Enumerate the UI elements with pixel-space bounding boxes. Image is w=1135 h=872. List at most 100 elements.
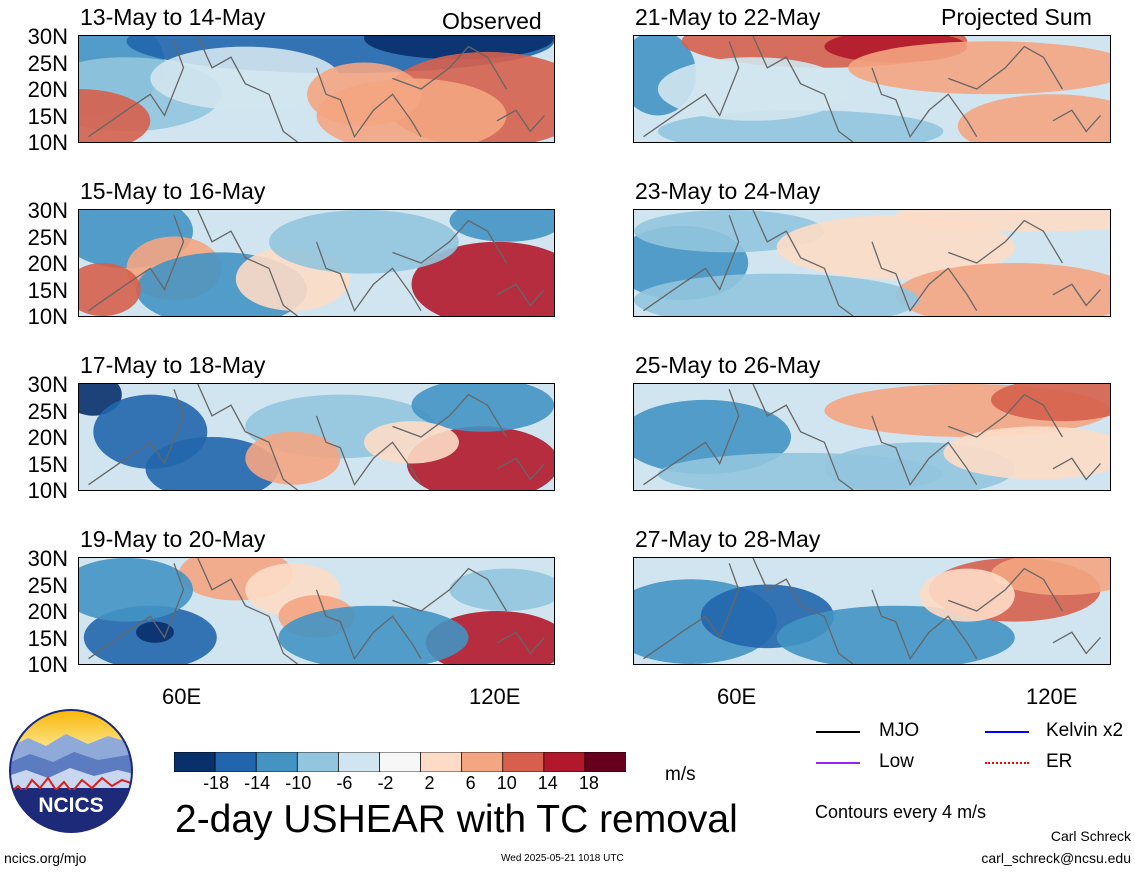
lat-label: 20N (27, 251, 68, 276)
shear-field (79, 558, 554, 664)
colorbar-tick-label: 18 (578, 773, 599, 793)
lat-label: 25N (27, 225, 68, 250)
lat-label: 25N (27, 573, 68, 598)
shear-contour-fill (991, 558, 1110, 596)
colorbar-tick-label: 14 (537, 773, 558, 793)
lat-label: 15N (27, 104, 68, 129)
map-panel-right-1 (633, 35, 1111, 143)
colorbar-swatch (173, 751, 216, 773)
shear-contour-fill (269, 210, 459, 274)
observed-header: Observed (442, 8, 542, 34)
lon-label-right-60e: 60E (717, 684, 757, 709)
coastline (947, 393, 1063, 438)
coastline (643, 41, 740, 138)
colorbar-swatch (214, 751, 258, 773)
shear-contour-fill (657, 57, 849, 121)
panel-title-left-3: 17-May to 18-May (80, 352, 266, 378)
shear-contour-fill (991, 384, 1110, 422)
footer-email: carl_schreck@ncsu.edu (981, 850, 1131, 866)
coastline (752, 36, 854, 142)
map-panel-left-1 (78, 35, 555, 143)
shear-field (79, 36, 554, 142)
coastline (315, 589, 422, 661)
lat-label: 30N (27, 198, 68, 223)
coastline (392, 567, 508, 612)
map-panel-left-3 (78, 383, 555, 491)
shear-contour-fill (411, 241, 554, 316)
coastline (643, 389, 740, 486)
panel-title-right-4: 27-May to 28-May (635, 526, 821, 552)
legend-line-kelvin (985, 731, 1029, 733)
shear-contour-fill (364, 421, 459, 464)
shear-field (634, 384, 1110, 490)
lat-label: 10N (27, 478, 68, 503)
shear-contour-fill (307, 62, 421, 127)
legend-line-low (816, 762, 860, 764)
coastline (752, 384, 854, 490)
coastline (752, 558, 854, 664)
coastline (947, 567, 1063, 612)
shear-contour-fill (79, 89, 151, 142)
colorbar-swatch (502, 751, 545, 773)
coastline (315, 415, 422, 487)
contour-interval-note: Contours every 4 m/s (815, 802, 987, 822)
shear-contour-fill (449, 210, 554, 242)
colorbar-swatch (379, 751, 422, 773)
coastline (315, 241, 422, 313)
colorbar-swatch (461, 751, 504, 773)
coastline (1052, 457, 1101, 481)
footer-author: Carl Schreck (1050, 828, 1131, 844)
legend-line-er (985, 762, 1029, 764)
lat-label: 15N (27, 452, 68, 477)
colorbar-swatch (337, 751, 381, 773)
coastline (1052, 631, 1101, 655)
coastline (392, 45, 508, 90)
projected-sum-header: Projected Sum (941, 4, 1092, 30)
coastline (643, 215, 740, 312)
footer-url: ncics.org/mjo (4, 850, 87, 866)
shear-contour-fill (449, 568, 554, 611)
shear-contour-fill (895, 263, 1110, 316)
coastline (197, 36, 298, 142)
coastline (947, 219, 1063, 264)
map-panel-left-2 (78, 209, 555, 317)
lat-label: 10N (27, 130, 68, 155)
lat-label: 20N (27, 599, 68, 624)
lat-label: 30N (27, 372, 68, 397)
lat-label: 20N (27, 425, 68, 450)
map-panel-right-2 (633, 209, 1111, 317)
coastline (752, 210, 854, 316)
shear-contour-fill (278, 605, 469, 664)
panel-title-right-2: 23-May to 24-May (635, 178, 821, 204)
lon-label-left-60e: 60E (162, 684, 202, 709)
lat-label: 25N (27, 51, 68, 76)
shear-contour-fill (848, 41, 1110, 95)
shear-field (634, 558, 1110, 664)
panel-title-left-2: 15-May to 16-May (80, 178, 266, 204)
shear-field (79, 384, 554, 490)
shear-contour-fill (79, 263, 141, 316)
lat-label: 15N (27, 278, 68, 303)
coastline (88, 563, 185, 660)
colorbar-swatch (255, 751, 299, 773)
coastline (197, 384, 298, 490)
lat-label: 30N (27, 546, 68, 571)
coastline (643, 563, 740, 660)
coastline (1052, 109, 1101, 133)
lat-label: 30N (27, 24, 68, 49)
legend-label-er: ER (1046, 751, 1073, 772)
colorbar-swatch (296, 751, 340, 773)
coastline (871, 67, 978, 139)
legend-label-low: Low (879, 751, 914, 772)
footer-timestamp: Wed 2025-05-21 1018 UTC (501, 853, 624, 864)
panel-title-left-1: 13-May to 14-May (80, 4, 266, 30)
shear-field (79, 210, 554, 316)
coastline (496, 109, 545, 133)
colorbar-swatch (420, 751, 463, 773)
coastline (392, 219, 508, 264)
colorbar (173, 751, 627, 773)
lon-label-left-120e: 120E (469, 684, 521, 709)
shear-contour-fill (136, 621, 174, 643)
map-panel-left-4 (78, 557, 555, 665)
colorbar-tick-label: -14 (244, 773, 271, 793)
